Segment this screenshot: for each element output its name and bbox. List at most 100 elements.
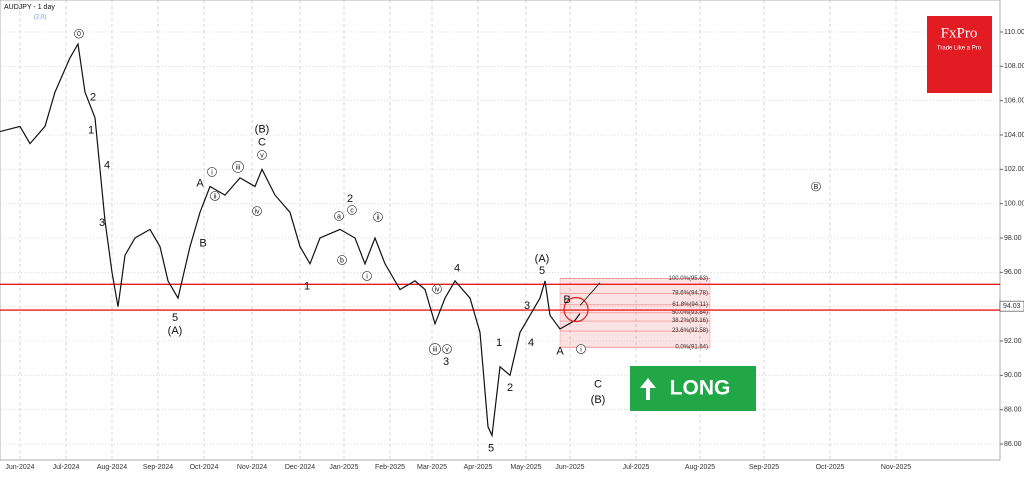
x-tick-label: Apr-2025	[464, 464, 493, 471]
y-tick-label: 86.00	[1004, 441, 1022, 448]
signal-label: LONG	[670, 377, 731, 400]
wave-label: iii	[236, 164, 241, 171]
wave-circle	[207, 167, 217, 177]
price-tag-label: 94.03	[1003, 303, 1021, 310]
wave-circle	[210, 191, 220, 201]
x-tick-label: Oct-2025	[816, 464, 845, 471]
fib-label: 50.0%(93.64)	[672, 310, 708, 316]
x-tick-label: Jun-2024	[5, 464, 34, 471]
wave-circle	[347, 205, 357, 215]
wave-label: b	[340, 257, 344, 264]
wave-label: B	[814, 184, 819, 191]
x-tick-label: Dec-2024	[285, 464, 315, 471]
brand-logo	[927, 16, 992, 93]
wave-label: 1	[88, 124, 94, 136]
wave-circle	[432, 284, 442, 294]
wave-label: i	[580, 346, 582, 353]
y-tick-label: 88.00	[1004, 407, 1022, 414]
y-tick-label: 110.00	[1004, 29, 1024, 36]
projection-arrow	[579, 282, 601, 306]
wave-circle	[373, 212, 383, 222]
y-tick-label: 106.00	[1004, 98, 1024, 105]
wave-label: a	[337, 213, 341, 220]
fib-label: 38.2%(93.16)	[672, 318, 708, 324]
x-tick-label: Mar-2025	[417, 464, 447, 471]
wave-label: (A)	[535, 253, 550, 265]
x-tick-label: Feb-2025	[375, 464, 405, 471]
up-arrow-icon	[640, 378, 656, 400]
wave-label: v	[260, 152, 264, 159]
wave-circle	[429, 343, 441, 355]
x-tick-label: Jul-2025	[623, 464, 650, 471]
wave-circle	[337, 255, 347, 265]
y-tick-label: 96.00	[1004, 269, 1022, 276]
y-tick-label: 98.00	[1004, 235, 1022, 242]
wave-label: 3	[443, 356, 449, 368]
wave-label: C	[594, 378, 602, 390]
wave-label: iii	[433, 346, 438, 353]
wave-label: 2	[347, 193, 353, 205]
x-tick-label: Jul-2024	[53, 464, 80, 471]
wave-label: 3	[99, 217, 105, 229]
wave-label: i	[366, 273, 368, 280]
x-tick-label: Sep-2024	[143, 464, 173, 471]
x-tick-label: Jan-2025	[329, 464, 358, 471]
x-tick-label: Sep-2025	[749, 464, 779, 471]
fib-label: 100.0%(95.63)	[669, 276, 708, 282]
brand-tagline: Trade Like a Pro	[937, 46, 982, 52]
x-tick-label: Nov-2025	[881, 464, 911, 471]
wave-label: 4	[104, 159, 110, 171]
wave-label: B	[199, 238, 206, 250]
price-line	[0, 42, 581, 438]
brand-name: FxPro	[941, 25, 978, 41]
chart-subtitle: (2,0)	[34, 15, 46, 21]
wave-label: 2	[90, 92, 96, 104]
y-tick-label: 102.00	[1004, 166, 1024, 173]
wave-circle	[232, 161, 244, 173]
wave-label: v	[445, 346, 449, 353]
wave-circle	[442, 344, 452, 354]
wave-label: 1	[496, 337, 502, 349]
wave-label: c	[350, 207, 354, 214]
wave-label: 5	[488, 443, 494, 455]
fib-label: 78.6%(94.78)	[672, 290, 708, 296]
price-tag	[999, 300, 1024, 312]
wave-label: 0	[77, 31, 81, 38]
fib-label: 23.6%(92.58)	[672, 328, 708, 334]
wave-circle	[576, 344, 586, 354]
wave-label: ii	[213, 193, 217, 200]
fib-label: 0.0%(91.64)	[675, 344, 708, 350]
plot-frame	[0, 0, 1001, 461]
wave-circle	[334, 211, 344, 221]
wave-label: A	[196, 177, 204, 189]
y-tick-label: 100.00	[1004, 201, 1024, 208]
x-tick-label: Oct-2024	[190, 464, 219, 471]
wave-circle	[74, 28, 84, 39]
wave-label: 4	[454, 262, 460, 274]
x-tick-label: May-2025	[510, 464, 541, 471]
wave-label: C	[258, 136, 266, 148]
y-tick-label: 90.00	[1004, 372, 1022, 379]
fib-label: 61.8%(94.11)	[672, 302, 708, 308]
target-circle	[563, 296, 589, 323]
x-tick-label: Nov-2024	[237, 464, 267, 471]
wave-circle	[362, 271, 372, 281]
wave-label: iv	[254, 208, 260, 215]
wave-label: iv	[434, 286, 440, 293]
y-tick-label: 104.00	[1004, 132, 1024, 139]
wave-label: i	[211, 169, 213, 176]
signal-badge	[630, 366, 756, 411]
x-tick-label: Aug-2025	[685, 464, 715, 471]
wave-label: 1	[304, 280, 310, 292]
wave-circle	[252, 206, 262, 216]
wave-label: 4	[528, 337, 534, 349]
wave-label: 3	[524, 300, 530, 312]
wave-circle	[257, 150, 267, 160]
wave-label: A	[556, 346, 564, 358]
chart-title: AUDJPY - 1 day	[4, 4, 55, 11]
y-tick-label: 108.00	[1004, 63, 1024, 70]
wave-label: 5	[539, 265, 545, 277]
wave-label: B	[563, 294, 570, 306]
wave-label: 2	[507, 382, 513, 394]
